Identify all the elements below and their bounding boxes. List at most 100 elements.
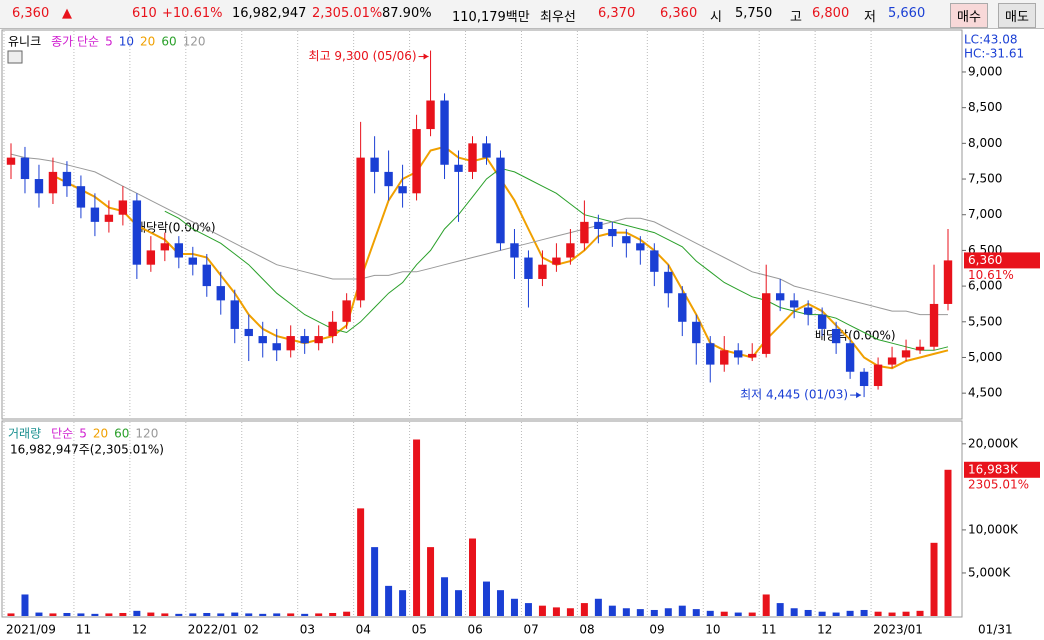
volume-bar [147,612,155,616]
volume-bar [49,613,57,616]
candle-body [468,143,477,172]
candle-body [873,364,883,387]
x-tick-label: 03 [300,623,315,637]
volume-bar [888,612,896,616]
arrow-head [856,392,862,399]
x-tick-label: 2021/09 [6,623,56,637]
dividend-note: 배당락(0.00%) [135,221,216,235]
last-volume-pct: 2305.01% [968,477,1029,491]
price-panel [1,29,963,420]
arrow: ▲ [62,6,72,21]
sell-button[interactable]: 매도 [998,3,1036,28]
legend-entry: 120 [183,35,206,49]
x-tick-label: 07 [523,623,538,637]
low: 5,660 [888,6,926,21]
low-label: 저 [864,10,876,25]
candle-body [272,343,281,351]
volume-bar [189,613,197,616]
volume-bar [734,612,742,616]
volume-bar [524,603,532,616]
candle-body [384,171,393,187]
volume: 16,982,947 [232,6,307,21]
candle-body [244,328,253,337]
high-annotation: 최고 9,300 (05/06) [309,49,417,63]
candle-body [650,250,659,272]
x-tick-label: 11 [761,623,776,637]
candle-body [342,300,351,322]
y-tick-label: 4,500 [968,386,1002,400]
moving-average [164,167,949,351]
candle-body [929,303,939,347]
x-tick-label: 12 [132,623,147,637]
chart: 유니크 거래량 16,982,947주(2,305.01%) LC:43.08 … [1,29,1040,637]
volume-bar [916,610,924,616]
legend-entry: 10 [119,35,134,49]
x-tick-label: 11 [76,623,91,637]
candle-body [594,221,603,229]
x-tick-label: 2022/01 [188,623,238,637]
candle-body [118,200,128,215]
candle-body [538,264,547,279]
candle-body [748,353,757,358]
volume-bar [664,608,672,616]
high: 6,800 [812,6,850,21]
candle-body [230,300,239,329]
candle-body [510,243,519,258]
last-change: 10.61% [968,268,1014,282]
volume-bar [21,594,29,616]
arrow-head [423,53,429,60]
buy-button[interactable]: 매수 [950,3,988,28]
volume-bar [105,613,113,616]
volume-bar [329,612,337,616]
legend-entry: 5 [79,427,87,441]
volume-bar [832,612,840,616]
x-tick-label: 09 [649,623,664,637]
legend-label: 종가 단순 [51,35,99,49]
volume-bar [804,609,812,616]
volume-bar [259,613,267,616]
candle-body [174,243,184,258]
quote-bar: 6,360 ▲ 610 +10.61% 16,982,947 2,305.01%… [0,0,1044,29]
candle-body [34,179,44,194]
x-tick-label: 06 [468,623,483,637]
y-tick-label: 8,500 [968,100,1002,114]
volume-bar [552,607,560,616]
candle-body [286,336,295,351]
candle-body [622,236,631,244]
dividend-note: 배당락(0.00%) [815,329,896,343]
volume-bar [343,611,351,616]
volume-bar [538,605,546,616]
candle-body [734,350,743,358]
volume-bar [35,612,43,616]
x-tick-label: 04 [356,623,371,637]
volume-panel [1,420,963,618]
volume-bar [776,603,784,616]
x-tick-label: 12 [817,623,832,637]
last-price: 6,360 [968,253,1002,267]
volume-panel-title: 거래량 [8,427,41,441]
volume-bar [413,439,421,616]
volume-bar [161,613,169,616]
candle-body [20,157,30,180]
volume-bar [566,608,574,616]
y-tick-label: 7,500 [968,172,1002,186]
indicator: LC:43.08 [964,33,1017,47]
candle-body [454,164,463,172]
candle-body [258,336,267,344]
candle-body [356,157,365,301]
candle-body [817,314,827,329]
rate: 87.90% [382,6,432,21]
candle-body [216,286,225,301]
volume-bar [203,612,211,616]
y-tick-label: 5,000K [968,565,1011,579]
candle-body [915,346,925,351]
candle-body [845,343,855,372]
volume-bar [427,547,435,616]
last-volume-box [964,461,1040,478]
legend-entry: 60 [114,427,129,441]
volume-bar [790,608,798,616]
x-tick-label: 02 [244,623,259,637]
volume-bar [636,609,644,616]
candle-body [831,328,841,344]
